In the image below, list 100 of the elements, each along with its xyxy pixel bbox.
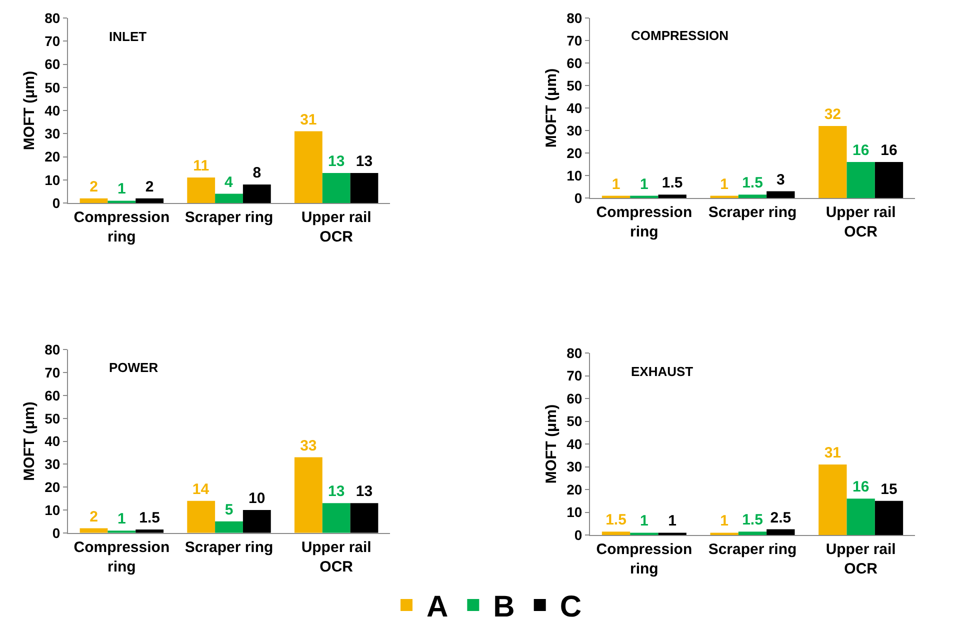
y-axis-title: MOFT (μm) bbox=[542, 68, 560, 148]
x-tick-label: Scraper ring bbox=[184, 209, 274, 226]
bar bbox=[658, 194, 686, 198]
bar bbox=[294, 457, 322, 533]
data-label: 33 bbox=[300, 437, 317, 454]
data-label: 15 bbox=[880, 480, 898, 498]
y-tick-label: 80 bbox=[566, 10, 582, 26]
data-label: 13 bbox=[328, 483, 345, 500]
text: COMPRESSION bbox=[631, 28, 729, 43]
y-axis-title: MOFT (μm) bbox=[542, 404, 560, 484]
text: POWER bbox=[109, 360, 159, 375]
data-label: 1 bbox=[720, 512, 729, 530]
data-label: 1 bbox=[612, 176, 620, 193]
y-tick-label: 50 bbox=[566, 77, 582, 94]
bar bbox=[602, 532, 630, 535]
y-tick-label: 10 bbox=[44, 502, 60, 518]
data-label: 1.5 bbox=[742, 512, 763, 529]
y-tick-label: 60 bbox=[44, 56, 60, 72]
y-tick-label: 10 bbox=[566, 504, 582, 520]
data-label: 1.5 bbox=[662, 174, 683, 192]
legend-label: C bbox=[560, 590, 582, 624]
bar bbox=[294, 131, 322, 203]
data-label: 31 bbox=[824, 444, 842, 462]
data-label: 1 bbox=[117, 180, 126, 198]
y-tick-label: 0 bbox=[574, 526, 582, 543]
data-label: 31 bbox=[300, 111, 317, 128]
bar bbox=[874, 162, 904, 198]
x-tick-label: Scraper ring bbox=[184, 538, 274, 556]
x-tick-label: Scraper ring bbox=[708, 541, 797, 558]
bar bbox=[738, 194, 767, 198]
bar bbox=[242, 184, 271, 203]
data-label: 5 bbox=[224, 501, 234, 518]
bar bbox=[738, 532, 767, 535]
data-label: 4 bbox=[224, 174, 234, 191]
data-label: 1.5 bbox=[742, 174, 763, 192]
data-label: 2 bbox=[145, 178, 154, 196]
y-tick-label: 50 bbox=[44, 410, 60, 426]
data-label: 1 bbox=[720, 176, 729, 193]
y-tick-label: 80 bbox=[566, 344, 582, 361]
bar bbox=[322, 503, 350, 533]
bar bbox=[187, 500, 216, 533]
y-tick-label: 50 bbox=[44, 79, 60, 96]
bar bbox=[766, 529, 795, 535]
y-tick-label: 80 bbox=[44, 342, 60, 358]
y-tick-label: 10 bbox=[44, 172, 60, 188]
y-tick-label: 70 bbox=[44, 33, 60, 50]
y-tick-label: 60 bbox=[44, 387, 60, 404]
data-label: 10 bbox=[248, 490, 266, 507]
data-label: 1 bbox=[668, 512, 677, 530]
x-tick-label: Compression ring bbox=[596, 204, 692, 240]
data-label: 16 bbox=[852, 142, 870, 159]
data-label: 32 bbox=[824, 106, 842, 123]
data-label: 11 bbox=[193, 158, 210, 175]
x-tick-label: Compression ring bbox=[74, 209, 170, 246]
y-tick-label: 30 bbox=[44, 126, 60, 142]
y-tick-label: 40 bbox=[566, 100, 582, 116]
data-label: 3 bbox=[776, 171, 785, 188]
data-label: 13 bbox=[356, 483, 373, 500]
y-tick-label: 0 bbox=[52, 524, 60, 541]
y-tick-label: 30 bbox=[566, 122, 582, 138]
bar bbox=[80, 198, 108, 203]
x-tick-label: Scraper ring bbox=[708, 204, 797, 221]
y-tick-label: 80 bbox=[44, 10, 60, 26]
legend-label: B bbox=[493, 590, 515, 624]
y-tick-label: 60 bbox=[566, 390, 582, 406]
data-label: 1.5 bbox=[139, 509, 160, 526]
y-tick-label: 50 bbox=[566, 413, 582, 430]
data-label: 2.5 bbox=[770, 509, 792, 526]
y-tick-label: 30 bbox=[44, 456, 60, 472]
bar bbox=[350, 503, 378, 533]
bar bbox=[874, 500, 904, 535]
data-label: 13 bbox=[328, 152, 345, 170]
y-tick-label: 20 bbox=[44, 148, 60, 165]
bar bbox=[818, 126, 847, 198]
x-tick-label: Compression ring bbox=[74, 538, 170, 576]
y-tick-label: 70 bbox=[566, 368, 582, 384]
bar bbox=[846, 162, 875, 198]
bar bbox=[818, 464, 847, 535]
text: INLET bbox=[109, 29, 147, 44]
bar bbox=[215, 521, 243, 533]
bar bbox=[136, 198, 164, 203]
data-label: 1 bbox=[640, 512, 648, 530]
y-tick-label: 30 bbox=[566, 458, 582, 475]
y-tick-label: 20 bbox=[566, 481, 582, 498]
data-label: 1 bbox=[117, 510, 126, 528]
x-tick-label: Upper rail OCR bbox=[826, 204, 896, 240]
y-tick-label: 60 bbox=[566, 54, 582, 71]
y-tick-label: 70 bbox=[44, 364, 60, 380]
data-label: 1 bbox=[640, 176, 648, 193]
bar bbox=[766, 191, 795, 198]
data-label: 2 bbox=[90, 508, 98, 526]
x-tick-label: Upper rail OCR bbox=[301, 538, 372, 576]
y-tick-label: 40 bbox=[44, 102, 60, 118]
bar bbox=[350, 172, 378, 203]
y-axis-title: MOFT (μm) bbox=[20, 402, 38, 481]
text: EXHAUST bbox=[631, 364, 694, 379]
data-label: 16 bbox=[852, 478, 870, 496]
data-label: 8 bbox=[252, 164, 262, 182]
x-tick-label: Upper rail OCR bbox=[826, 541, 896, 578]
y-tick-label: 40 bbox=[44, 433, 60, 450]
